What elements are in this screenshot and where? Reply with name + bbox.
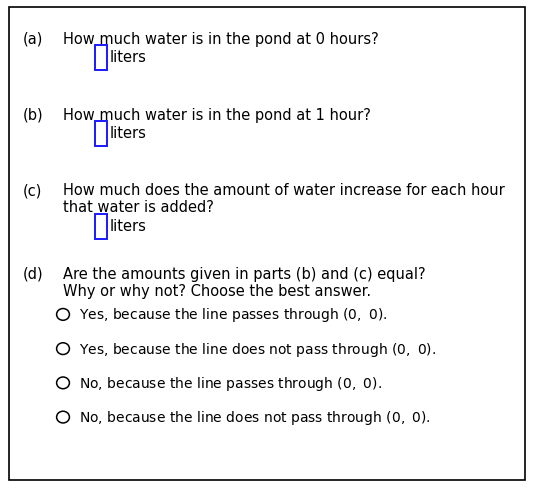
Text: How much water is in the pond at 0 hours?: How much water is in the pond at 0 hours… [63, 32, 379, 47]
Text: liters: liters [109, 50, 146, 65]
Text: How much does the amount of water increase for each hour: How much does the amount of water increa… [63, 183, 505, 198]
Text: (d): (d) [22, 266, 43, 281]
Text: liters: liters [109, 219, 146, 233]
Text: that water is added?: that water is added? [63, 200, 214, 215]
Text: No, because the line passes through $\mathregular{(0,\ 0)}$.: No, because the line passes through $\ma… [79, 374, 382, 392]
Bar [95, 215, 107, 239]
Text: (b): (b) [22, 107, 43, 122]
Text: Yes, because the line passes through $\mathregular{(0,\ 0)}$.: Yes, because the line passes through $\m… [79, 306, 387, 324]
Text: liters: liters [109, 126, 146, 141]
Text: Yes, because the line does not pass through $\mathregular{(0,\ 0)}$.: Yes, because the line does not pass thro… [79, 340, 436, 358]
Text: How much water is in the pond at 1 hour?: How much water is in the pond at 1 hour? [63, 107, 371, 122]
Text: (c): (c) [22, 183, 42, 198]
FancyBboxPatch shape [9, 8, 525, 480]
Text: Why or why not? Choose the best answer.: Why or why not? Choose the best answer. [63, 283, 371, 298]
Bar [95, 122, 107, 146]
Text: No, because the line does not pass through $\mathregular{(0,\ 0)}$.: No, because the line does not pass throu… [79, 408, 431, 426]
Text: (a): (a) [22, 32, 43, 47]
Bar [95, 46, 107, 71]
Text: Are the amounts given in parts (b) and (c) equal?: Are the amounts given in parts (b) and (… [63, 266, 426, 281]
